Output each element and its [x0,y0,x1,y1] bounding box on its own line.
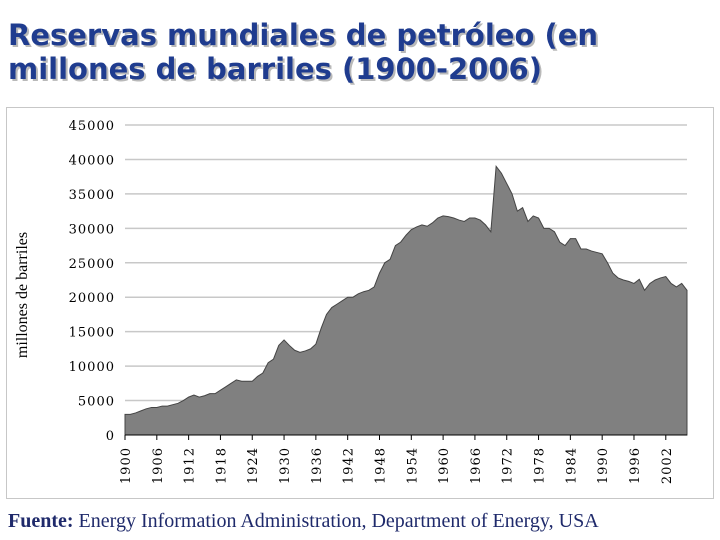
x-tick-label: 1942 [342,447,357,484]
x-tick-label: 1948 [373,447,388,484]
x-tick-label: 1912 [183,447,198,484]
y-tick-label: 10000 [69,360,115,375]
source-text: Energy Information Administration, Depar… [78,510,599,532]
x-tick-label: 1954 [405,447,420,484]
x-tick-label: 1966 [469,447,484,484]
source-footer: Fuente: Energy Information Administratio… [8,510,720,533]
x-tick-label: 1936 [310,447,325,484]
y-tick-label: 25000 [69,257,115,272]
slide-title: Reservas mundiales de petróleo (en millo… [8,18,599,86]
x-tick-label: 1900 [119,447,134,484]
x-tick-label: 2002 [660,447,675,484]
y-tick-label: 35000 [69,188,115,203]
axes [124,434,687,440]
x-tick-label: 1990 [596,447,611,484]
oil-reserves-chart: 0 5000 10000 15000 20000 25000 30000 35000 40000… [14,119,688,484]
y-tick-label: 40000 [69,153,115,168]
x-tick-label: 1984 [564,447,579,484]
x-tick-label: 1978 [533,447,548,484]
chart-frame: 0 5000 10000 15000 20000 25000 30000 35000 40000… [6,107,714,499]
x-tick-labels: 1900 1906 1912 1918 1924 1930 1936 1942 1948 1954… [119,447,675,484]
reserves-area [124,164,688,436]
source-label: Fuente: [8,510,74,532]
y-tick-label: 0 [106,429,115,444]
x-tick-label: 1972 [501,447,516,484]
y-tick-label: 20000 [69,291,115,306]
x-tick-label: 1924 [246,447,261,484]
y-tick-label: 45000 [69,119,115,134]
x-tick-label: 1918 [214,447,229,484]
y-tick-labels: 0 5000 10000 15000 20000 25000 30000 35000 40000… [69,119,115,444]
y-tick-label: 15000 [69,326,115,341]
y-axis-label: millones de barriles [14,232,31,358]
x-tick-label: 1930 [278,447,293,484]
y-tick-label: 30000 [69,222,115,237]
x-tick-label: 1906 [151,447,166,484]
y-tick-label: 5000 [78,395,115,410]
x-tick-label: 1960 [437,447,452,484]
x-tick-label: 1996 [628,447,643,484]
